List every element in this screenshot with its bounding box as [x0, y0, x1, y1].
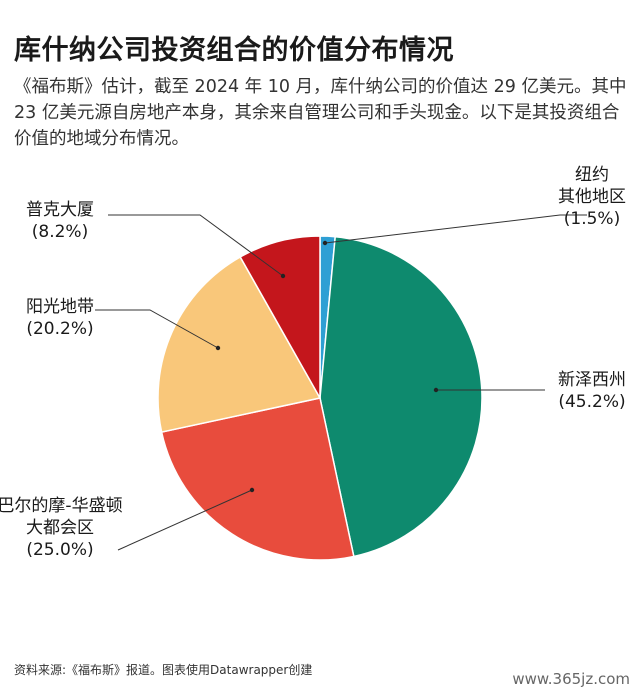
leader-line [108, 214, 284, 277]
pie-slice [157, 255, 322, 433]
pie-slice [319, 235, 483, 558]
leader-dot [322, 240, 328, 246]
leader-line [324, 214, 587, 244]
slice-label: 普克大厦(8.2%) [26, 200, 94, 242]
slice-label: 阳光地带(20.2%) [26, 297, 94, 339]
leader-dot [433, 387, 439, 393]
slice-label: 新泽西州(45.2%) [558, 370, 626, 412]
chart-subtitle: 《福布斯》估计，截至 2024 年 10 月，库什纳公司的价值达 29 亿美元。… [14, 77, 627, 149]
source-note: 资料来源:《福布斯》报道。图表使用Datawrapper创建 [14, 663, 313, 677]
pie-slice [160, 397, 355, 561]
watermark: www.365jz.com [512, 670, 630, 688]
leader-line [117, 489, 253, 551]
pie-slice [239, 235, 321, 401]
leader-line [95, 309, 219, 349]
chart-title: 库什纳公司投资组合的价值分布情况 [14, 35, 454, 66]
leader-dot [280, 273, 286, 279]
leader-dot [249, 487, 255, 493]
leader-dot [215, 345, 221, 351]
slice-label: 巴尔的摩-华盛顿大都会区(25.0%) [0, 496, 123, 560]
slice-label: 纽约其他地区(1.5%) [558, 165, 626, 229]
